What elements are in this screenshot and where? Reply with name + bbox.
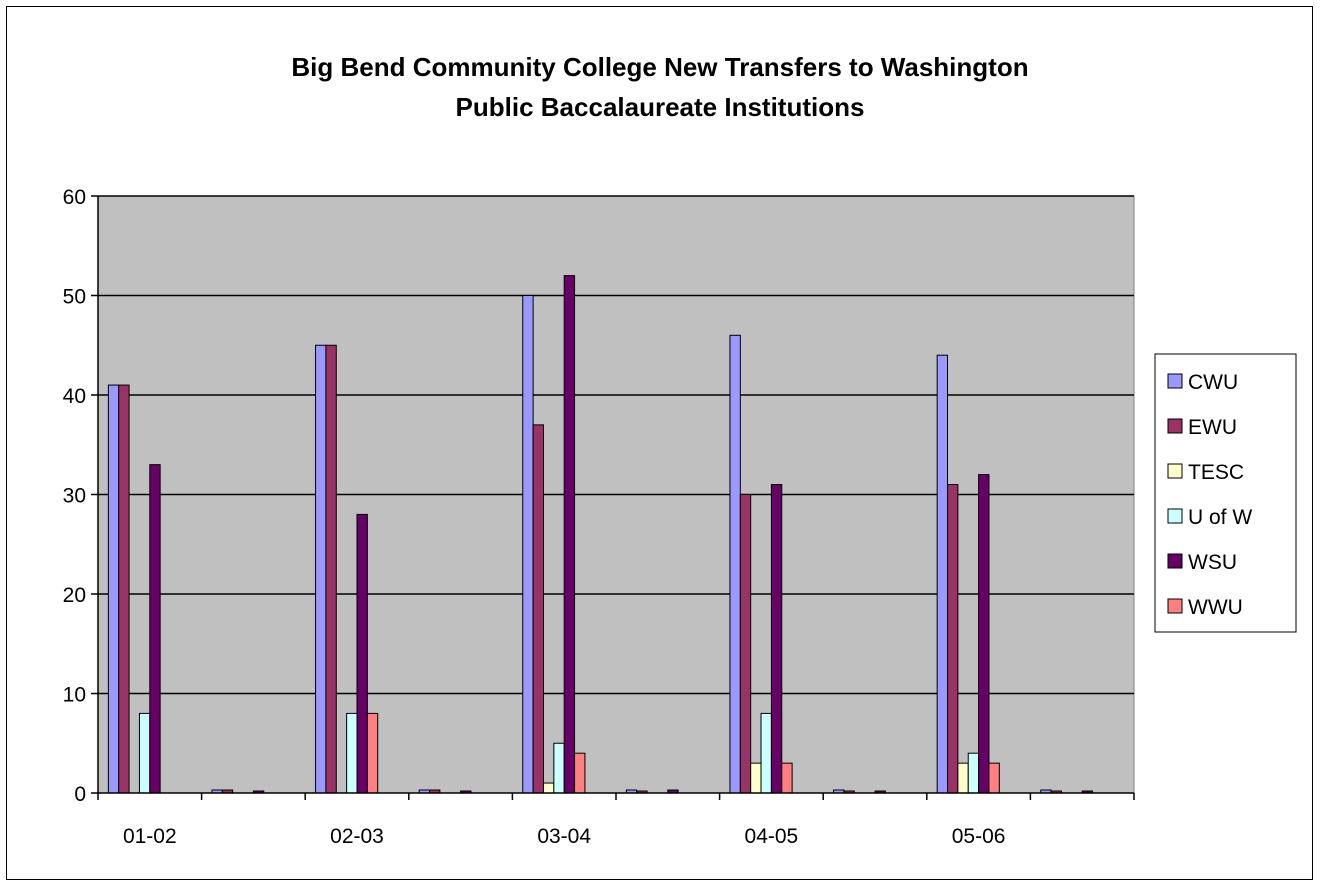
x-tick-label: 03-04	[537, 825, 591, 848]
bar-u-of-w	[967, 752, 980, 794]
chart-title-line-1: Big Bend Community College New Transfers…	[291, 52, 1028, 82]
bar-wwu	[574, 752, 586, 794]
y-tick-label: 30	[63, 485, 86, 508]
y-tick-label: 0	[74, 783, 86, 806]
axes: 0 10 20 30 40 50 60 01-02 02-03 03-04 04-05 05-06	[63, 186, 1135, 848]
bar-ewu	[325, 344, 337, 794]
bar-u-of-w	[553, 742, 565, 794]
legend-swatch	[1167, 508, 1183, 524]
legend-label: CWU	[1188, 371, 1238, 394]
y-tick-label: 50	[63, 286, 86, 309]
legend-swatch	[1167, 373, 1183, 389]
legend-label: U of W	[1188, 506, 1252, 529]
bar-tesc	[957, 762, 969, 794]
bar-wsu	[770, 484, 783, 794]
bar-cwu	[936, 354, 949, 794]
legend-swatch	[1167, 418, 1183, 434]
bar-wwu	[781, 762, 793, 794]
bar-ewu	[118, 384, 130, 794]
legend: CWU EWU TESC U of W WSU WWU	[1154, 353, 1297, 633]
bar-u-of-w	[138, 712, 151, 794]
legend-swatch	[1167, 598, 1183, 614]
bar-tesc	[542, 782, 555, 794]
bar-u-of-w	[346, 712, 358, 794]
bar-cwu	[729, 334, 741, 794]
bar-wsu	[978, 474, 990, 794]
bar-wwu	[366, 712, 379, 794]
x-tick-label: 02-03	[330, 825, 384, 848]
legend-label: WSU	[1188, 551, 1237, 574]
y-tick-label: 40	[63, 385, 86, 408]
bar-ewu	[532, 424, 544, 794]
bar-ewu	[739, 494, 752, 794]
y-tick-label: 10	[63, 684, 86, 707]
legend-label: EWU	[1188, 416, 1237, 439]
x-tick-label: 05-06	[952, 825, 1006, 848]
legend-label: TESC	[1188, 461, 1244, 484]
y-tick-label: 60	[63, 186, 86, 209]
legend-swatch	[1167, 553, 1183, 569]
bar-wsu	[356, 513, 368, 794]
bar-cwu	[315, 344, 327, 794]
bar-cwu	[522, 295, 534, 794]
chart-title-line-2: Public Baccalaureate Institutions	[456, 92, 865, 122]
y-tick-label: 20	[63, 584, 86, 607]
bar-ewu	[947, 484, 959, 794]
bar-tesc	[750, 762, 762, 794]
bar-wsu	[149, 464, 161, 794]
bar-wsu	[563, 275, 576, 794]
legend-label: WWU	[1188, 596, 1243, 619]
bar-wwu	[988, 762, 1000, 794]
x-tick-label: 04-05	[745, 825, 799, 848]
legend-swatch	[1167, 463, 1183, 479]
gridlines	[98, 195, 1134, 695]
legend-box	[1154, 353, 1297, 633]
bar-cwu	[107, 384, 120, 794]
x-tick-label: 01-02	[123, 825, 177, 848]
bar-u-of-w	[760, 712, 772, 794]
